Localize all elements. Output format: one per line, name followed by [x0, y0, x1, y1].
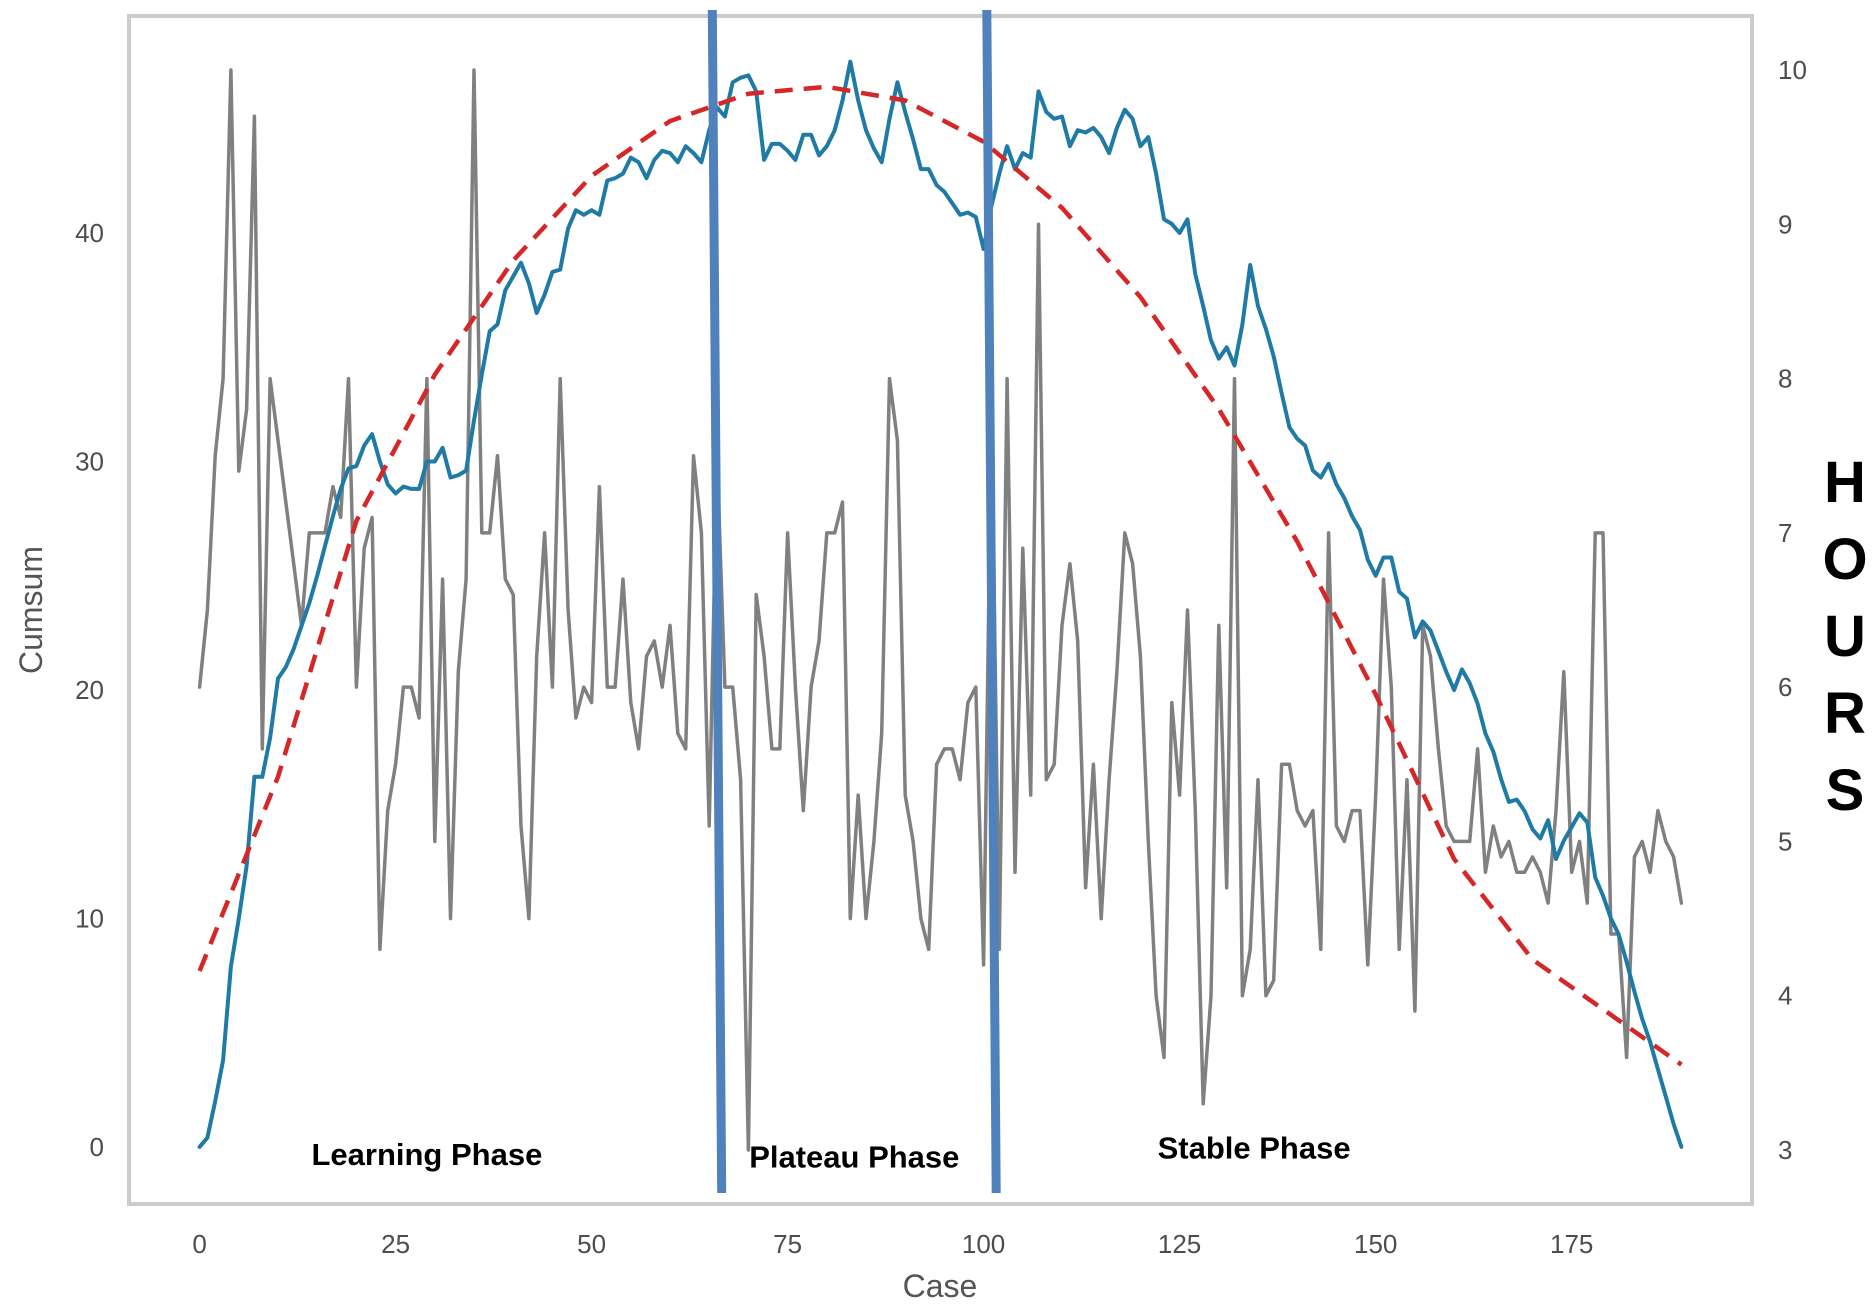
y2-axis-title-letter: S — [1826, 758, 1865, 823]
y-tick-label: 20 — [75, 675, 104, 705]
x-tick-label: 125 — [1158, 1229, 1201, 1259]
y-axis-title: Cumsum — [13, 546, 49, 674]
plot-frame — [127, 14, 1754, 1206]
phase-label-3: Stable Phase — [1158, 1130, 1351, 1165]
phase-boundary-line-1 — [707, 9, 727, 1194]
y2-tick-label: 9 — [1778, 209, 1792, 239]
x-tick-label: 175 — [1550, 1229, 1593, 1259]
y2-tick-label: 6 — [1778, 672, 1792, 702]
x-tick-label: 0 — [192, 1229, 206, 1259]
y2-tick-label: 7 — [1778, 518, 1792, 548]
y-tick-label: 10 — [75, 903, 104, 933]
y-tick-label: 40 — [75, 218, 104, 248]
x-tick-label: 75 — [773, 1229, 802, 1259]
y2-axis-title-letter: R — [1824, 681, 1866, 746]
phase-label-2: Plateau Phase — [749, 1139, 959, 1174]
series-line-fit — [197, 84, 1683, 1067]
series-line-cumsum — [197, 59, 1684, 1149]
y-tick-label: 30 — [75, 447, 104, 477]
y2-axis-title-letter: U — [1824, 604, 1866, 669]
x-tick-label: 100 — [962, 1229, 1005, 1259]
x-tick-label: 25 — [381, 1229, 410, 1259]
x-axis-title: Case — [903, 1268, 978, 1304]
y2-tick-label: 8 — [1778, 364, 1792, 394]
x-tick-label: 50 — [577, 1229, 606, 1259]
x-tick-label: 150 — [1354, 1229, 1397, 1259]
y2-axis-title-letter: O — [1822, 527, 1867, 592]
y-tick-label: 0 — [90, 1132, 104, 1162]
y2-tick-label: 4 — [1778, 981, 1792, 1011]
phase-label-1: Learning Phase — [311, 1137, 542, 1172]
phase-boundary-line-2 — [982, 9, 1001, 1194]
series-line-hours — [197, 68, 1684, 1152]
y2-axis-title-letter: H — [1824, 450, 1866, 515]
y2-tick-label: 3 — [1778, 1135, 1792, 1165]
y2-tick-label: 5 — [1778, 826, 1792, 856]
y2-tick-label: 10 — [1778, 55, 1807, 85]
